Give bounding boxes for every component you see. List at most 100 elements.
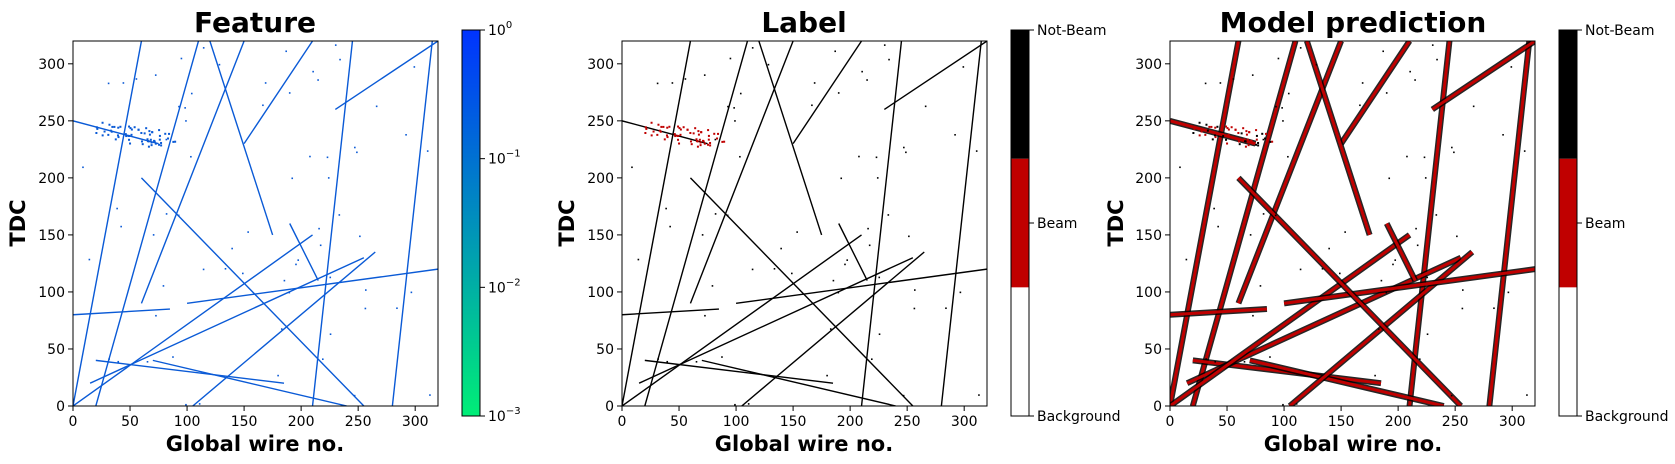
- noise-hit: [1507, 291, 1510, 294]
- noise-hit: [122, 82, 125, 84]
- colorbar-segment: [1559, 30, 1577, 159]
- beam-hit: [110, 130, 113, 133]
- x-tick-label: 150: [780, 414, 807, 430]
- axis-ticks: 0 50 100 150 200 250 300 0 50 100 150 200 250 300: [587, 57, 977, 430]
- x-tick-label: 300: [951, 414, 978, 430]
- colorbar-tick-label: Not-Beam: [1037, 23, 1107, 39]
- beam-hit: [96, 127, 99, 130]
- beam-hit: [686, 128, 689, 131]
- colorbar-tick-label: 100: [488, 20, 512, 39]
- noise-hit: [165, 213, 168, 215]
- beam-hit: [128, 138, 131, 141]
- prediction-track: [1249, 358, 1445, 406]
- noise-hit: [405, 134, 407, 136]
- noise-hit: [747, 403, 750, 405]
- y-tick-label: 100: [38, 285, 65, 301]
- x-axis-label: Global wire no.: [166, 432, 344, 456]
- hit-track: [622, 308, 719, 316]
- noise-hit: [796, 231, 798, 233]
- colorbar-tick-label: Background: [1585, 409, 1669, 425]
- noise-hit: [665, 207, 667, 210]
- y-tick-label: 0: [605, 399, 614, 415]
- noise-hit: [751, 268, 754, 271]
- noise-hit: [631, 166, 633, 169]
- noise-hit: [671, 82, 674, 84]
- beam-hit: [1238, 143, 1241, 146]
- plot-frame: [621, 40, 988, 407]
- y-tick-label: 300: [1135, 57, 1162, 73]
- noise-hit: [297, 259, 300, 261]
- beam-hit: [168, 132, 171, 135]
- beam-hit: [668, 125, 671, 128]
- noise-hit: [656, 82, 659, 85]
- noise-hit: [1274, 214, 1277, 217]
- beam-hit: [154, 142, 157, 145]
- noise-hit: [721, 356, 723, 358]
- beam-hit: [645, 127, 648, 130]
- x-axis-label: Global wire no.: [1264, 432, 1442, 456]
- beam-hit: [140, 140, 143, 143]
- prediction-track: [1170, 119, 1256, 146]
- noise-hit: [878, 276, 881, 279]
- x-tick-label: 200: [837, 414, 864, 430]
- hit-track: [152, 359, 347, 406]
- noise-hit: [714, 138, 717, 141]
- hit-track: [622, 234, 862, 406]
- beam-hit: [117, 126, 120, 129]
- noise-hit: [876, 177, 879, 179]
- hit-track: [95, 41, 200, 406]
- noise-hit: [1219, 82, 1222, 84]
- noise-hit: [117, 360, 120, 363]
- noise-hit: [177, 214, 180, 217]
- noise-hit: [107, 82, 110, 85]
- colorbar-tick-label: 10−1: [488, 149, 521, 168]
- plot-area: [1170, 41, 1535, 406]
- beam-hit: [679, 128, 682, 131]
- beam-hit: [158, 129, 161, 132]
- beam-hit: [174, 140, 177, 143]
- y-tick-label: 150: [38, 228, 65, 244]
- hit-track: [689, 177, 914, 406]
- x-tick-label: 250: [894, 414, 921, 430]
- beam-hit: [707, 129, 710, 132]
- hit-track: [622, 120, 708, 145]
- noise-hit: [317, 79, 319, 81]
- hit-track: [289, 223, 319, 281]
- noise-hit: [945, 307, 947, 310]
- noise-hit: [339, 58, 341, 61]
- hit-track: [334, 41, 438, 111]
- beam-hit: [1211, 138, 1214, 141]
- noise-hit: [1406, 155, 1408, 158]
- noise-hit: [1277, 57, 1280, 60]
- prediction-track: [1170, 41, 1240, 406]
- beam-hit: [679, 133, 682, 136]
- x-tick-label: 100: [723, 414, 750, 430]
- noise-hit: [375, 105, 378, 108]
- hit-track: [243, 41, 314, 145]
- noise-hit: [1217, 225, 1219, 228]
- beam-hit: [677, 125, 680, 128]
- noise-hit: [837, 291, 840, 294]
- hit-track: [73, 120, 159, 145]
- beam-hit: [1227, 133, 1230, 136]
- noise-hit: [135, 78, 138, 80]
- hit-track: [689, 41, 794, 304]
- noise-hit: [866, 79, 868, 81]
- y-tick-label: 50: [596, 342, 614, 358]
- beam-hit: [716, 137, 719, 140]
- noise-hit: [353, 394, 356, 397]
- noise-hit: [840, 177, 843, 180]
- prediction-track: [1283, 267, 1535, 305]
- beam-hit: [690, 143, 693, 146]
- noise-hit: [1282, 120, 1284, 122]
- y-axis-label: TDC: [555, 199, 579, 246]
- noise-hit: [887, 214, 890, 216]
- noise-hit: [733, 107, 735, 109]
- noise-hit: [767, 63, 770, 66]
- noise-hit: [913, 307, 916, 310]
- noise-hit: [727, 105, 729, 108]
- beam-hit: [150, 144, 153, 147]
- noise-hit: [829, 328, 832, 330]
- beam-hit: [1198, 134, 1201, 137]
- noise-hit: [116, 207, 118, 210]
